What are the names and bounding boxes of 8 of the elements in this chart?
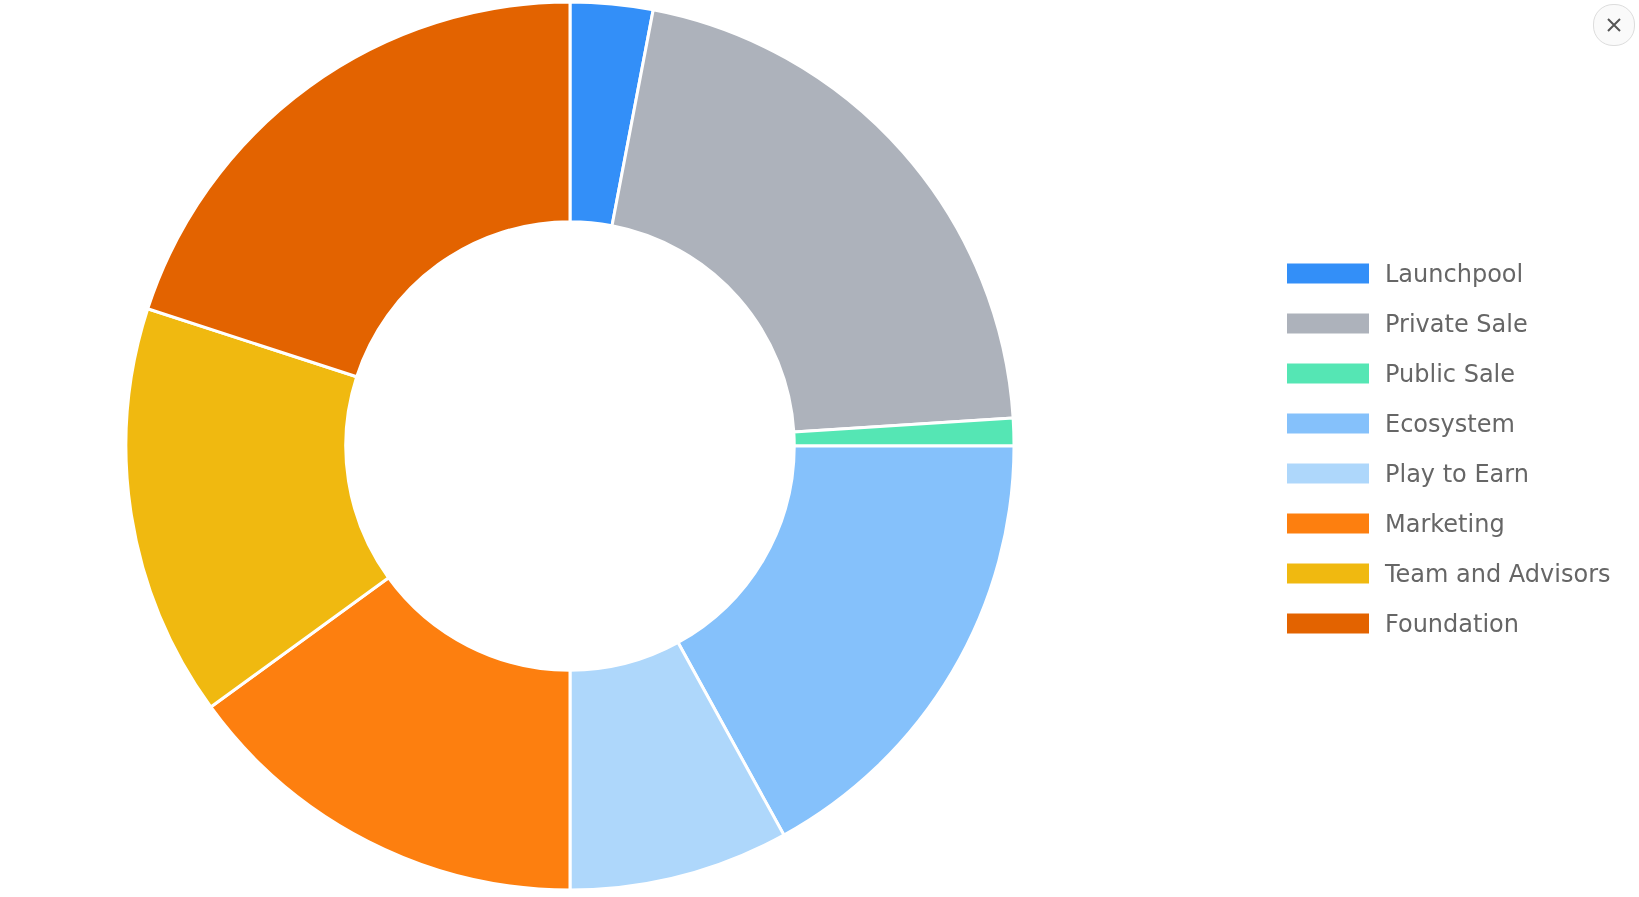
legend-label: Team and Advisors — [1384, 559, 1611, 588]
legend-label: Foundation — [1385, 609, 1519, 638]
legend-label: Marketing — [1385, 509, 1505, 538]
legend-label: Public Sale — [1385, 359, 1516, 388]
legend-label: Ecosystem — [1385, 409, 1515, 438]
legend-label: Play to Earn — [1385, 459, 1529, 488]
legend-label: Launchpool — [1385, 259, 1524, 288]
legend-label: Private Sale — [1385, 309, 1528, 338]
